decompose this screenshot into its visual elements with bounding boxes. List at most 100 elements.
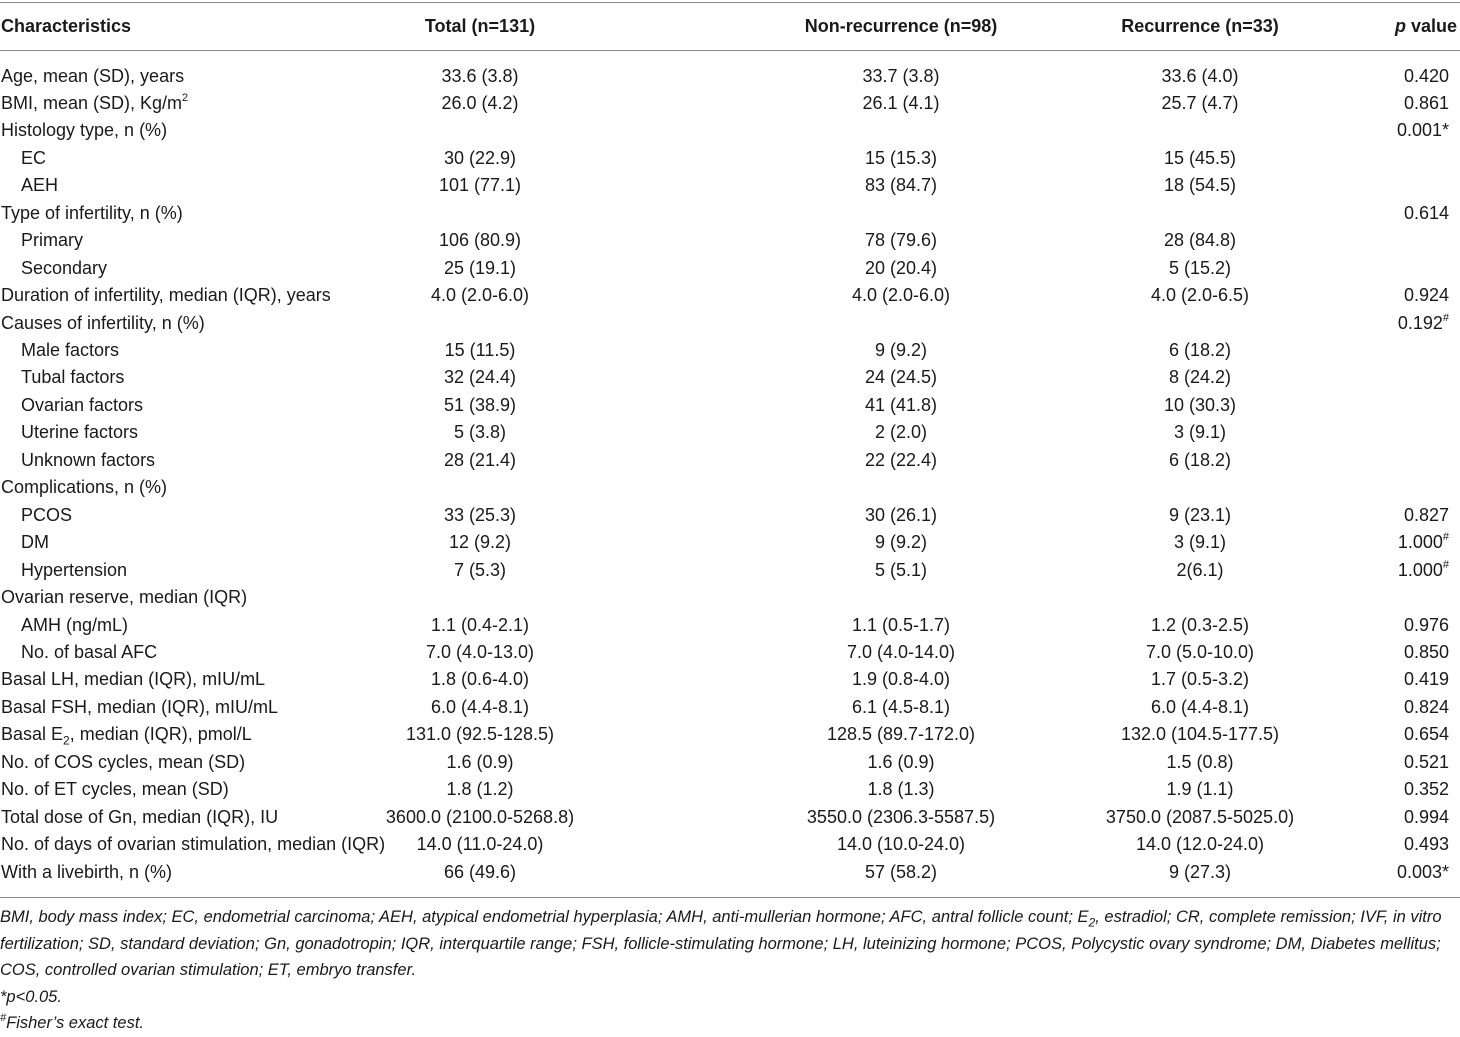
- row-label: DM: [21, 529, 49, 557]
- p-value-text: 0.850: [1403, 641, 1449, 662]
- cell-non-recurrence: 1.1 (0.5-1.7): [851, 614, 951, 635]
- fisher-text: Fisher’s exact test.: [6, 1014, 144, 1032]
- cell-non-recurrence: [751, 584, 1051, 612]
- cell-recurrence: 9 (23.1): [1168, 504, 1232, 525]
- cell-non-recurrence: 1.8 (1.3): [867, 779, 935, 800]
- cell-recurrence: 3750.0 (2087.5-5025.0): [1105, 806, 1295, 827]
- p-value-text: 0.420: [1403, 65, 1449, 86]
- cell-total: [350, 584, 610, 612]
- row-label-text: AMH (ng/mL): [21, 614, 129, 635]
- row-label-text: Tubal factors: [21, 367, 125, 388]
- table-row: Ovarian factors 51 (38.9) 41 (41.8) 10 (30.…: [0, 392, 1460, 420]
- cell-recurrence: 10 (30.3): [1163, 394, 1237, 415]
- cell-recurrence: 2(6.1): [1176, 559, 1224, 580]
- cell-total: 14.0 (11.0-24.0): [416, 834, 544, 855]
- table-row: Histology type, n (%) 0.001*: [0, 117, 1460, 145]
- cell-p-value: 1.000#: [1398, 557, 1449, 585]
- row-label-text: Ovarian reserve, median (IQR): [1, 587, 248, 608]
- row-label: Age, mean (SD), years: [1, 63, 184, 91]
- cell-recurrence: 18 (54.5): [1163, 175, 1237, 196]
- cell-recurrence: [1050, 200, 1350, 228]
- row-label-text: Basal LH, median (IQR), mIU/mL: [1, 669, 266, 690]
- cell-p-value: 0.824: [1404, 694, 1449, 722]
- cell-total: 25 (19.1): [443, 257, 517, 278]
- row-label-text: Total dose of Gn, median (IQR), IU: [1, 806, 279, 827]
- row-label: Basal LH, median (IQR), mIU/mL: [1, 666, 265, 694]
- row-label: AEH: [21, 172, 58, 200]
- cell-recurrence: 1.9 (1.1): [1166, 779, 1234, 800]
- cell-recurrence: 6 (18.2): [1168, 340, 1232, 360]
- cell-total: 101 (77.1): [438, 175, 522, 196]
- cell-recurrence: [1050, 584, 1350, 612]
- table-row: Duration of infertility, median (IQR), y…: [0, 282, 1460, 310]
- table-row: Age, mean (SD), years 33.6 (3.8) 33.7 (3.8…: [0, 63, 1460, 91]
- abbrev-text-1: BMI, body mass index; EC, endometrial ca…: [0, 908, 1089, 926]
- row-label: Ovarian reserve, median (IQR): [1, 584, 247, 612]
- cell-recurrence: 6.0 (4.4-8.1): [1150, 696, 1250, 717]
- fisher-note: #Fisher’s exact test.: [0, 1010, 1456, 1037]
- row-label-text: Histology type, n (%): [1, 120, 168, 141]
- row-label-text: No. of COS cycles, mean (SD): [1, 751, 246, 772]
- row-label-text: No. of days of ovarian stimulation, medi…: [1, 834, 386, 855]
- bottom-rule: [0, 897, 1460, 898]
- table-row: Hypertension 7 (5.3) 5 (5.1) 2(6.1) 1.000#: [0, 557, 1460, 585]
- cell-non-recurrence: 3550.0 (2306.3-5587.5): [806, 806, 996, 827]
- row-label-subscript: 2: [63, 733, 70, 748]
- row-label: Unknown factors: [21, 447, 155, 475]
- row-label: Basal FSH, median (IQR), mIU/mL: [1, 694, 278, 722]
- cell-recurrence: 5 (15.2): [1168, 257, 1232, 278]
- cell-non-recurrence: 1.6 (0.9): [867, 751, 935, 772]
- cell-recurrence: 1.7 (0.5-3.2): [1150, 669, 1250, 690]
- cell-p-value: 0.654: [1404, 721, 1449, 749]
- cell-non-recurrence: [751, 474, 1051, 502]
- table-row: AEH 101 (77.1) 83 (84.7) 18 (54.5): [0, 172, 1460, 200]
- row-label: EC: [21, 145, 46, 173]
- row-label: Complications, n (%): [1, 474, 167, 502]
- cell-non-recurrence: 33.7 (3.8): [862, 65, 940, 86]
- cell-recurrence: 33.6 (4.0): [1161, 65, 1239, 86]
- cell-p-value: 0.994: [1404, 804, 1449, 832]
- table-row: Type of infertility, n (%) 0.614: [0, 200, 1460, 228]
- row-label-text: Causes of infertility, n (%): [1, 312, 205, 333]
- p-value-text: 0.861: [1403, 92, 1449, 113]
- cell-non-recurrence: 78 (79.6): [864, 230, 938, 251]
- cell-non-recurrence: 57 (58.2): [864, 861, 938, 882]
- cell-recurrence: 15 (45.5): [1163, 147, 1237, 168]
- cell-total: 4.0 (2.0-6.0): [430, 285, 530, 306]
- cell-non-recurrence: 6.1 (4.5-8.1): [851, 696, 951, 717]
- p-value-text: 0.352: [1403, 779, 1449, 800]
- cell-p-value: 0.861: [1404, 90, 1449, 118]
- significance-note: *p<0.05.: [0, 987, 62, 1006]
- p-value-text: 0.827: [1403, 504, 1449, 525]
- table-row: BMI, mean (SD), Kg/m2 26.0 (4.2) 26.1 (4.1…: [0, 90, 1460, 118]
- table-row: DM 12 (9.2) 9 (9.2) 3 (9.1) 1.000#: [0, 529, 1460, 557]
- p-value-mark: #: [1442, 558, 1449, 571]
- cell-total: [350, 117, 610, 145]
- cell-total: 28 (21.4): [443, 449, 517, 470]
- table-footnotes: BMI, body mass index; EC, endometrial ca…: [0, 904, 1456, 1037]
- abbrev-subscript: 2: [1088, 915, 1096, 930]
- cell-non-recurrence: 2 (2.0): [874, 422, 928, 443]
- row-label: Causes of infertility, n (%): [1, 310, 205, 338]
- cell-total: 12 (9.2): [448, 532, 512, 553]
- p-value-text: 0.493: [1403, 834, 1449, 855]
- row-label: Secondary: [21, 255, 107, 283]
- cell-p-value: 0.521: [1404, 749, 1449, 777]
- p-value-text: 0.824: [1403, 696, 1449, 717]
- cell-recurrence: 132.0 (104.5-177.5): [1120, 724, 1280, 745]
- row-label-text: Hypertension: [21, 559, 128, 580]
- row-label-text: With a livebirth, n (%): [1, 861, 173, 882]
- row-label: No. of COS cycles, mean (SD): [1, 749, 245, 777]
- p-value-text: 0.976: [1403, 614, 1449, 635]
- p-value-text: 0.924: [1403, 285, 1449, 306]
- row-label-text: Basal FSH, median (IQR), mIU/mL: [1, 696, 279, 717]
- cell-total: 131.0 (92.5-128.5): [405, 724, 555, 745]
- table-row: No. of ET cycles, mean (SD) 1.8 (1.2) 1.8 …: [0, 776, 1460, 804]
- table-row: Basal FSH, median (IQR), mIU/mL 6.0 (4.4-…: [0, 694, 1460, 722]
- p-value-text: 0.654: [1403, 724, 1449, 745]
- fisher-mark: #: [0, 1011, 7, 1024]
- header-non-recurrence: Non-recurrence (n=98): [804, 16, 998, 36]
- row-label-text: No. of ET cycles, mean (SD): [1, 779, 229, 800]
- header-p-letter: p: [1394, 16, 1406, 36]
- row-label-text: Duration of infertility, median (IQR), y…: [1, 285, 331, 306]
